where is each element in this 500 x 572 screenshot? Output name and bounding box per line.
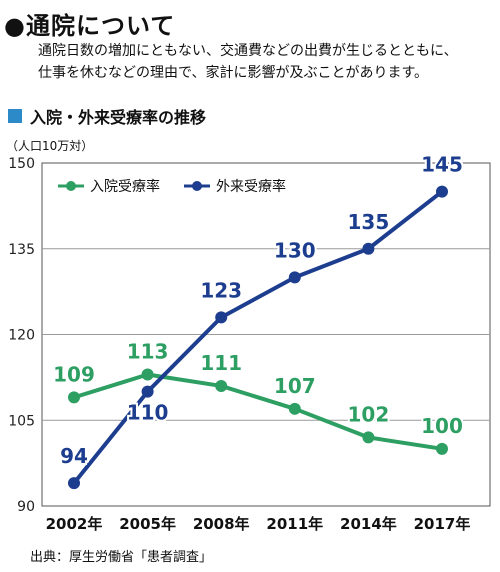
series-line xyxy=(73,372,443,451)
series-line xyxy=(72,190,444,485)
data-label: 145 xyxy=(421,153,463,177)
x-tick-label: 2011年 xyxy=(266,515,323,533)
description-line-1: 通院日数の増加にともない、交通費などの出費が生じるとともに、 xyxy=(38,43,458,59)
legend-label: 入院受療率 xyxy=(90,178,160,195)
data-point xyxy=(288,402,301,415)
data-point xyxy=(362,431,375,444)
data-label: 135 xyxy=(348,210,390,234)
y-tick-label: 120 xyxy=(8,328,35,344)
page-title: ●通院について xyxy=(4,12,176,40)
data-label: 111 xyxy=(200,351,242,375)
data-label: 94 xyxy=(60,444,88,468)
data-label: 107 xyxy=(274,374,316,398)
data-point xyxy=(288,271,301,284)
y-unit-label: （人口10万対） xyxy=(6,139,94,153)
data-label: 110 xyxy=(127,401,169,425)
data-point xyxy=(141,385,154,398)
legend-label: 外来受療率 xyxy=(216,178,286,195)
y-tick-label: 90 xyxy=(17,499,35,515)
section-heading: 入院・外来受療率の推移 xyxy=(8,104,206,128)
data-point xyxy=(68,477,80,490)
x-tick-label: 2005年 xyxy=(119,515,176,533)
data-point xyxy=(362,242,375,255)
x-tick-label: 2002年 xyxy=(46,515,103,533)
data-point xyxy=(436,185,448,198)
x-tick-label: 2014年 xyxy=(340,515,397,533)
section-marker-icon xyxy=(8,109,22,123)
data-point xyxy=(141,368,154,381)
data-label: 109 xyxy=(53,362,95,386)
data-label: 123 xyxy=(200,278,242,302)
source-note: 出典：厚生労働省「患者調査」 xyxy=(30,550,213,565)
y-tick-label: 150 xyxy=(8,156,35,172)
data-label: 102 xyxy=(348,402,390,426)
data-label: 130 xyxy=(274,238,316,262)
data-point xyxy=(215,379,228,392)
y-tick-label: 105 xyxy=(8,413,35,429)
data-point xyxy=(68,391,80,404)
data-point xyxy=(215,311,228,324)
data-label: 113 xyxy=(127,340,169,364)
data-label: 100 xyxy=(421,414,463,438)
x-tick-label: 2008年 xyxy=(193,515,250,533)
data-point xyxy=(436,442,448,455)
legend-swatch-marker xyxy=(192,181,202,191)
section-label: 入院・外来受療率の推移 xyxy=(30,108,207,127)
y-tick-label: 135 xyxy=(8,242,35,258)
legend-swatch-marker xyxy=(66,181,76,191)
description-line-2: 仕事を休むなどの理由で、家計に影響が及ぶことがあります。 xyxy=(38,65,429,81)
x-tick-label: 2017年 xyxy=(414,515,471,533)
description: 通院日数の増加にともない、交通費などの出費が生じるとともに、 仕事を休むなどの理… xyxy=(38,40,498,84)
